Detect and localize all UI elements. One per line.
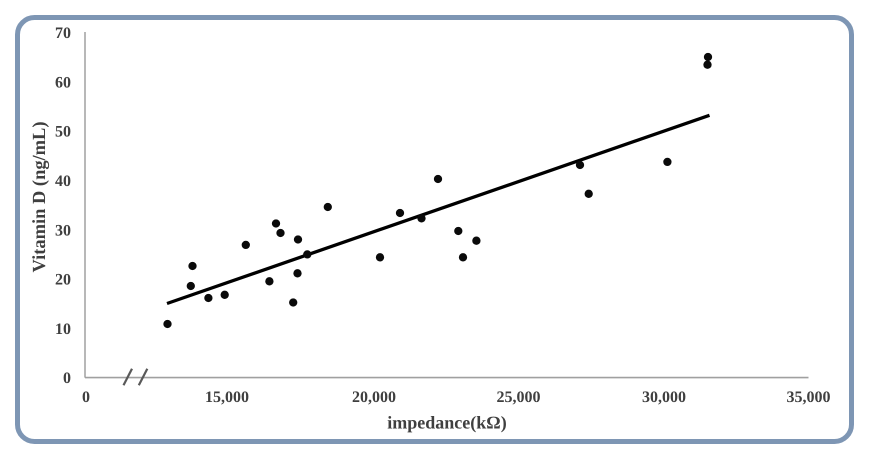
svg-text:15,000: 15,000: [205, 389, 249, 406]
svg-text:30: 30: [55, 222, 71, 239]
svg-text:50: 50: [55, 124, 71, 141]
svg-text:25,000: 25,000: [497, 389, 541, 406]
svg-text:35,000: 35,000: [787, 389, 831, 406]
svg-text:70: 70: [55, 25, 71, 42]
svg-text:60: 60: [55, 74, 71, 91]
svg-text:Vitamin D (ng/mL): Vitamin D (ng/mL): [30, 122, 50, 273]
svg-text:20,000: 20,000: [352, 389, 396, 406]
svg-text:impedance(kΩ): impedance(kΩ): [387, 413, 506, 433]
svg-text:0: 0: [82, 389, 90, 406]
svg-text:30,000: 30,000: [642, 389, 686, 406]
svg-text:40: 40: [55, 173, 71, 190]
svg-text:0: 0: [63, 370, 71, 387]
svg-text:10: 10: [55, 321, 71, 338]
svg-text:20: 20: [55, 272, 71, 289]
